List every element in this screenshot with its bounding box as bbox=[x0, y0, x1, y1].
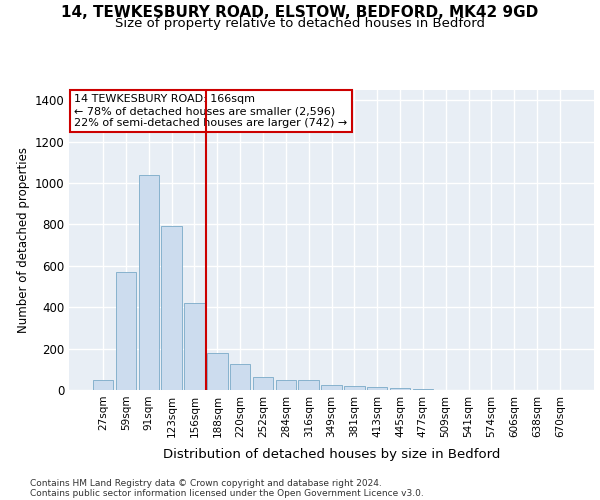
Text: 14, TEWKESBURY ROAD, ELSTOW, BEDFORD, MK42 9GD: 14, TEWKESBURY ROAD, ELSTOW, BEDFORD, MK… bbox=[61, 5, 539, 20]
Bar bbox=[207, 353, 227, 390]
Text: 14 TEWKESBURY ROAD: 166sqm
← 78% of detached houses are smaller (2,596)
22% of s: 14 TEWKESBURY ROAD: 166sqm ← 78% of deta… bbox=[74, 94, 347, 128]
Bar bbox=[321, 386, 342, 390]
Bar bbox=[367, 387, 388, 390]
Bar bbox=[184, 303, 205, 390]
Bar bbox=[230, 364, 250, 390]
Bar bbox=[390, 388, 410, 390]
Bar bbox=[161, 226, 182, 390]
Y-axis label: Number of detached properties: Number of detached properties bbox=[17, 147, 30, 333]
Bar bbox=[253, 377, 273, 390]
Text: Contains public sector information licensed under the Open Government Licence v3: Contains public sector information licen… bbox=[30, 488, 424, 498]
Bar bbox=[275, 380, 296, 390]
Text: Contains HM Land Registry data © Crown copyright and database right 2024.: Contains HM Land Registry data © Crown c… bbox=[30, 478, 382, 488]
Bar bbox=[344, 386, 365, 390]
Bar bbox=[413, 389, 433, 390]
Bar bbox=[298, 380, 319, 390]
Bar bbox=[139, 175, 159, 390]
X-axis label: Distribution of detached houses by size in Bedford: Distribution of detached houses by size … bbox=[163, 448, 500, 461]
Text: Size of property relative to detached houses in Bedford: Size of property relative to detached ho… bbox=[115, 18, 485, 30]
Bar bbox=[93, 380, 113, 390]
Bar bbox=[116, 272, 136, 390]
